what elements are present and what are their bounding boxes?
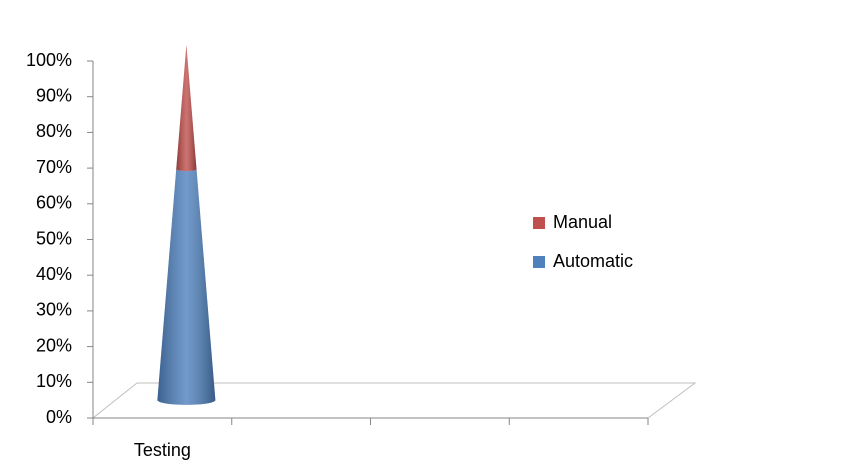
y-tick-label: 60% bbox=[36, 193, 72, 213]
y-tick-label: 50% bbox=[36, 228, 72, 248]
y-tick-label: 90% bbox=[36, 85, 72, 105]
y-tick-label: 10% bbox=[36, 371, 72, 391]
legend-label: Automatic bbox=[553, 251, 633, 271]
y-tick-label: 30% bbox=[36, 300, 72, 320]
legend-swatch bbox=[533, 217, 545, 229]
y-tick-label: 20% bbox=[36, 335, 72, 355]
y-tick-label: 0% bbox=[46, 407, 72, 427]
legend-label: Manual bbox=[553, 212, 612, 232]
y-tick-label: 40% bbox=[36, 264, 72, 284]
y-tick-label: 80% bbox=[36, 121, 72, 141]
cone-shade bbox=[176, 45, 197, 171]
cone-shade bbox=[157, 169, 216, 405]
x-tick-label: Testing bbox=[134, 440, 191, 460]
y-tick-label: 70% bbox=[36, 157, 72, 177]
y-tick-label: 100% bbox=[26, 50, 72, 70]
legend-swatch bbox=[533, 256, 545, 268]
